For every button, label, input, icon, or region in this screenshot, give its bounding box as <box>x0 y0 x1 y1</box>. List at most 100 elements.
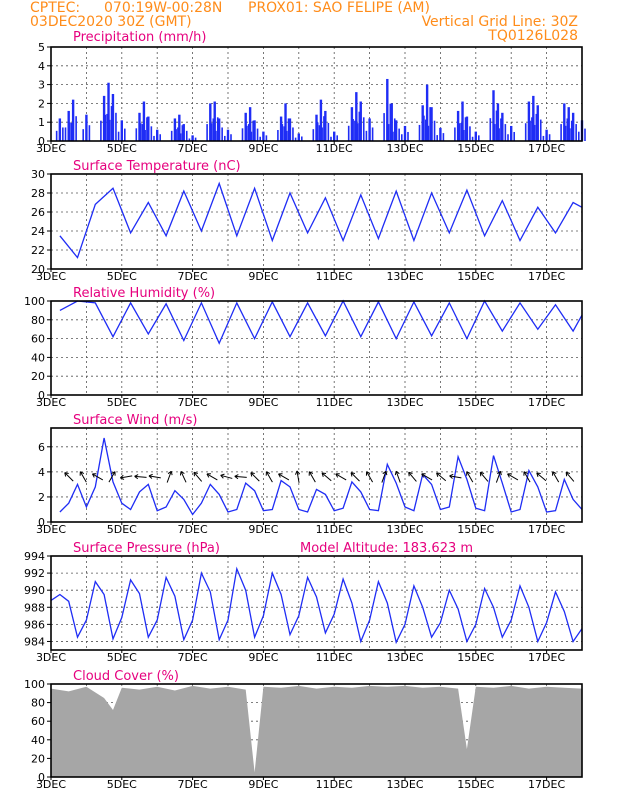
wind-frame <box>50 427 583 523</box>
precip-bar <box>542 135 545 141</box>
precip-bar <box>323 116 325 141</box>
precip-bar <box>288 118 292 141</box>
precip-bar <box>456 110 460 141</box>
wind-arrow-shaft <box>395 471 401 483</box>
header-run: 03DEC2020 30Z (GMT) <box>30 14 192 30</box>
precip-bar <box>560 124 562 141</box>
precip-bar <box>536 105 539 141</box>
precip-bar <box>182 124 185 141</box>
precip-bar <box>55 130 58 141</box>
wind-ytick-label: 2 <box>38 491 45 504</box>
precip-bar <box>352 119 354 141</box>
wind-arrow <box>350 472 360 482</box>
pressure-title: Surface Pressure (hPa) <box>73 541 220 556</box>
wind-arrow-head <box>350 472 356 477</box>
wind-arrow <box>265 471 273 483</box>
precip-bar <box>209 103 212 141</box>
precip-bar <box>71 99 75 141</box>
precip-bar <box>386 78 389 141</box>
precip-bar <box>262 131 265 141</box>
wind-panel: 0 2 4 6 Surface Wind (m/s) 3DEC 5DEC 7DEC 9DEC 11… <box>36 413 583 536</box>
precip-bar <box>398 128 400 141</box>
wind-arrow-shaft <box>308 471 316 483</box>
precip-bar <box>292 127 294 141</box>
wind-xtick-label: 3DEC <box>36 523 66 536</box>
precip-bar <box>532 95 535 141</box>
precip-bar <box>241 128 244 141</box>
precip-bar <box>507 134 509 141</box>
precip-bar <box>181 125 184 141</box>
precip-bar <box>175 129 177 141</box>
precip-bar <box>513 131 515 141</box>
precip-xtick-label: 3DEC <box>36 142 66 155</box>
precip-xtick-label: 11DEC <box>316 142 353 155</box>
rh-title: Relative Humidity (%) <box>73 286 215 301</box>
wind-arrow-shaft <box>381 471 387 483</box>
temp-xtick-label: 9DEC <box>248 270 278 283</box>
precip-ytick-label: 4 <box>38 60 45 73</box>
precip-bar <box>498 128 500 141</box>
wind-title: Surface Wind (m/s) <box>73 413 197 428</box>
precip-bar <box>297 133 300 141</box>
wind-arrow <box>120 474 133 480</box>
precip-bar <box>393 118 396 141</box>
pressure-ytick-label: 990 <box>24 584 45 597</box>
wind-arrow-head <box>64 472 69 477</box>
cloud-xtick-label: 17DEC <box>528 778 565 791</box>
rh-panel: 0 20 40 60 80 100 Relative Humidity (%) 3DEC 5DE… <box>24 286 583 409</box>
precip-ytick-label: 2 <box>38 97 45 110</box>
rh-xtick-label: 5DEC <box>107 396 137 409</box>
wind-arrow-head <box>148 473 153 479</box>
precip-bar <box>423 115 425 141</box>
precip-bar <box>67 110 70 141</box>
precip-bar <box>62 127 64 141</box>
precip-bar <box>356 123 359 141</box>
wind-arrow-shaft <box>92 473 104 481</box>
wind-arrow <box>565 471 575 482</box>
precip-bar <box>216 117 219 141</box>
wind-arrow-shaft <box>523 471 531 483</box>
pressure-frame <box>50 555 583 651</box>
precip-bar <box>285 130 288 141</box>
precip-bar <box>427 125 430 141</box>
precip-bar <box>110 106 113 141</box>
header-grid-note: Vertical Grid Line: 30Z <box>421 14 578 30</box>
temp-ytick-label: 22 <box>31 244 45 257</box>
wind-arrow <box>308 471 316 483</box>
wind-arrow-shaft <box>220 474 233 479</box>
precip-bar <box>492 90 495 141</box>
wind-arrow-shaft <box>134 475 147 478</box>
precip-bar <box>418 124 421 141</box>
pressure-ytick-label: 992 <box>24 567 45 580</box>
pressure-xtick-label: 15DEC <box>457 651 494 664</box>
temp-ytick-label: 30 <box>31 168 45 181</box>
precip-bar <box>564 125 567 141</box>
temp-xtick-label: 11DEC <box>316 270 353 283</box>
rh-ytick-label: 40 <box>31 351 45 364</box>
precip-bar <box>135 128 138 141</box>
precip-bar <box>321 127 323 141</box>
wind-arrow <box>381 470 388 483</box>
header-model-code: TQ0126L028 <box>488 28 578 44</box>
wind-arrow <box>436 472 447 482</box>
cloud-ytick-label: 100 <box>24 678 45 691</box>
precip-bar <box>265 135 268 141</box>
wind-arrow-head <box>449 473 454 479</box>
precip-bar <box>212 118 215 141</box>
precip-bar <box>570 120 573 141</box>
precip-bar <box>244 112 247 141</box>
wind-arrow-head <box>220 473 225 479</box>
wind-arrow-head <box>507 473 512 478</box>
precip-bar <box>156 129 159 141</box>
precip-bar <box>108 119 111 141</box>
precip-bar <box>287 118 290 141</box>
precip-bar <box>139 123 142 141</box>
precip-bar <box>389 103 392 141</box>
wind-arrow-head <box>308 471 314 476</box>
precip-bar <box>354 120 356 141</box>
wind-arrow-head <box>565 471 571 477</box>
header-source: CPTEC: <box>30 0 81 16</box>
precip-xtick-label: 9DEC <box>248 142 278 155</box>
wind-arrow-shaft <box>166 471 172 483</box>
precip-bar <box>533 124 536 141</box>
